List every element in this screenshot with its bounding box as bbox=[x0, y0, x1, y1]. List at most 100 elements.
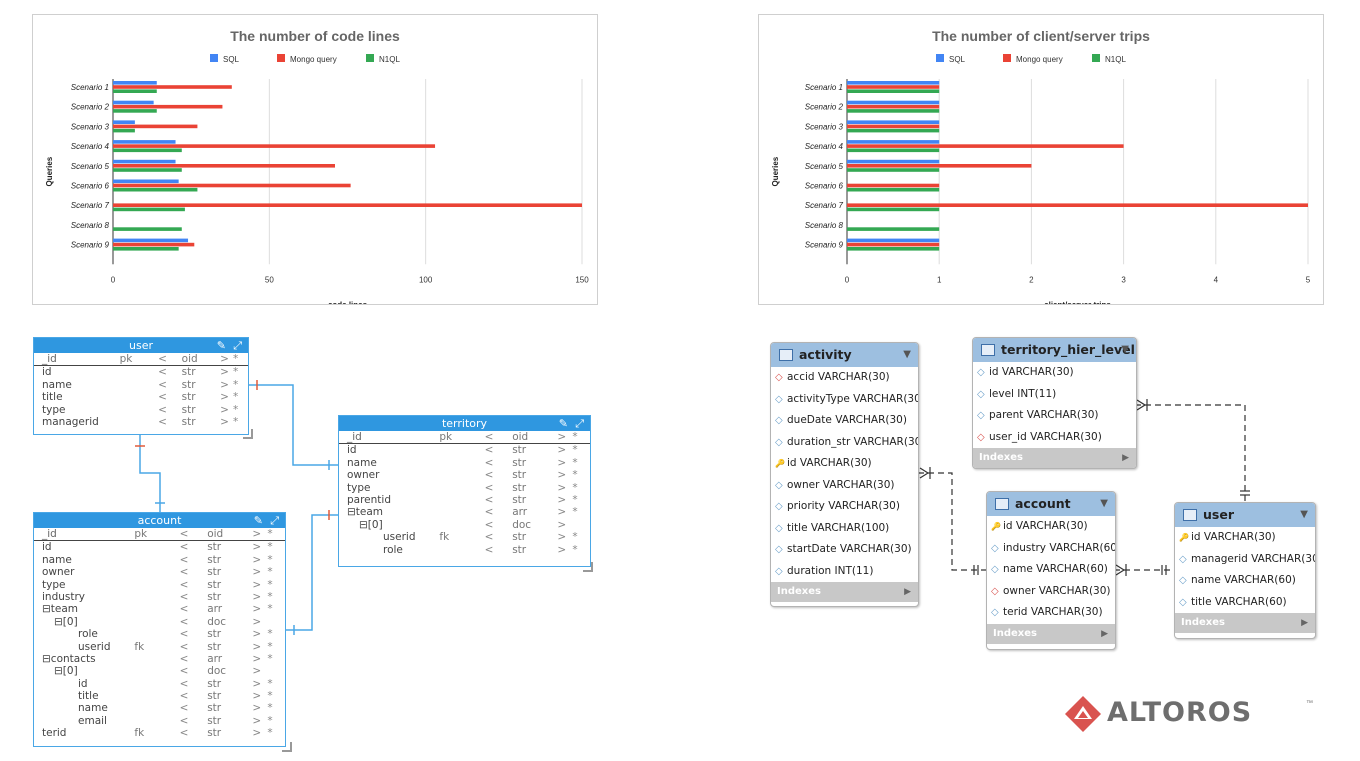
collection-field-row[interactable]: name < str > * bbox=[34, 554, 285, 566]
collection-field-row[interactable]: _id pk < oid > * bbox=[339, 431, 590, 445]
expand-indexes-icon[interactable]: ▶ bbox=[1101, 628, 1108, 639]
account-table[interactable]: account ▼ 🔑 id VARCHAR(30) ◇ industry VARCHAR… bbox=[986, 491, 1116, 650]
table-column-row[interactable]: ◇ industry VARCHAR(60) bbox=[987, 538, 1115, 560]
table-column-row[interactable]: ◇ priority VARCHAR(30) bbox=[771, 496, 918, 518]
collection-field-row[interactable]: industry < str > * bbox=[34, 591, 285, 603]
user-collection[interactable]: user ✎ ⤢ _id pk < oid > * id < str > * name < str > * ti… bbox=[33, 337, 249, 435]
field-name: _id bbox=[347, 431, 362, 443]
table-column-row[interactable]: ◇ owner VARCHAR(30) bbox=[987, 581, 1115, 603]
collection-field-row[interactable]: parentid < str > * bbox=[339, 494, 590, 506]
expand-icon[interactable]: ⤢ bbox=[233, 339, 242, 352]
collection-field-row[interactable]: id < str > * bbox=[34, 541, 285, 553]
edit-pencil-icon[interactable]: ✎ bbox=[558, 417, 568, 430]
resize-corner-icon[interactable] bbox=[243, 429, 253, 439]
table-column-row[interactable]: ◇ duration INT(11) bbox=[771, 561, 918, 583]
expand-indexes-icon[interactable]: ▶ bbox=[904, 587, 911, 597]
table-header[interactable]: activity ▼ bbox=[771, 343, 918, 367]
field-name: ⊟[0] bbox=[54, 665, 78, 678]
collection-field-row[interactable]: id < str > * bbox=[34, 678, 285, 690]
table-column-row[interactable]: ◇ title VARCHAR(100) bbox=[771, 518, 918, 540]
table-header[interactable]: account ▼ bbox=[987, 492, 1115, 516]
user-table[interactable]: user ▼ 🔑 id VARCHAR(30) ◇ managerid VARCHAR(3… bbox=[1174, 502, 1316, 639]
territory-collection-title: territory bbox=[441, 417, 488, 430]
collection-field-row[interactable]: userid fk < str > * bbox=[339, 531, 590, 543]
bar-sql bbox=[113, 238, 189, 243]
collection-field-row[interactable]: owner < str > * bbox=[34, 566, 285, 578]
collection-field-row[interactable]: role < str > * bbox=[34, 628, 285, 640]
territory-collection[interactable]: territory ✎ ⤢ _id pk < oid > * id < str > * name < st… bbox=[338, 415, 591, 567]
collection-field-row[interactable]: type < str > * bbox=[339, 482, 590, 494]
table-column-row[interactable]: 🔑 id VARCHAR(30) bbox=[987, 516, 1115, 538]
collection-field-row[interactable]: _id pk < oid > * bbox=[34, 528, 285, 542]
bar-sql bbox=[847, 140, 940, 144]
field-gt: > bbox=[252, 603, 262, 616]
activity-table[interactable]: activity ▼ ◇ accid VARCHAR(30) ◇ activityType… bbox=[770, 342, 919, 607]
collection-field-row[interactable]: userid fk < str > * bbox=[34, 641, 285, 653]
indexes-section[interactable]: Indexes ▶ bbox=[987, 623, 1115, 644]
legend-label: SQL bbox=[949, 55, 966, 64]
table-column-row[interactable]: ◇ duration_str VARCHAR(30) bbox=[771, 432, 918, 454]
collection-field-row[interactable]: ⊟[0] < doc > bbox=[34, 616, 285, 628]
table-header[interactable]: territory_hier_level ▼ bbox=[973, 338, 1136, 362]
expand-icon[interactable]: ⤢ bbox=[575, 417, 584, 430]
collapse-arrow-icon[interactable]: ▼ bbox=[903, 349, 911, 360]
table-header[interactable]: user ▼ bbox=[1175, 503, 1315, 527]
expand-icon[interactable]: ⤢ bbox=[270, 514, 279, 527]
collection-field-row[interactable]: name < str > * bbox=[339, 457, 590, 469]
collection-field-row[interactable]: name < str > * bbox=[34, 379, 248, 391]
table-column-row[interactable]: ◇ startDate VARCHAR(30) bbox=[771, 539, 918, 561]
table-column-row[interactable]: ◇ terid VARCHAR(30) bbox=[987, 602, 1115, 624]
table-column-row[interactable]: ◇ accid VARCHAR(30) bbox=[771, 367, 918, 389]
collection-field-row[interactable]: managerid < str > * bbox=[34, 416, 248, 428]
field-name: name bbox=[78, 702, 108, 715]
table-column-row[interactable]: 🔑 id VARCHAR(30) bbox=[771, 453, 918, 475]
table-column-row[interactable]: ◇ owner VARCHAR(30) bbox=[771, 475, 918, 497]
table-column-row[interactable]: ◇ activityType VARCHAR(30) bbox=[771, 389, 918, 411]
collection-field-row[interactable]: type < str > * bbox=[34, 404, 248, 416]
primary-key-icon: 🔑 bbox=[991, 522, 1001, 531]
indexes-section[interactable]: Indexes ▶ bbox=[1175, 613, 1315, 633]
resize-corner-icon[interactable] bbox=[583, 562, 593, 572]
table-column-row[interactable]: ◇ user_id VARCHAR(30) bbox=[973, 427, 1136, 449]
collection-field-row[interactable]: ⊟[0] < doc > bbox=[339, 519, 590, 531]
legend-swatch bbox=[1092, 54, 1100, 62]
table-column-row[interactable]: 🔑 id VARCHAR(30) bbox=[1175, 527, 1315, 549]
table-column-row[interactable]: ◇ level INT(11) bbox=[973, 384, 1136, 406]
collapse-arrow-icon[interactable]: ▼ bbox=[1121, 344, 1129, 355]
collection-field-row[interactable]: ⊟team < arr > * bbox=[339, 506, 590, 518]
table-column-row[interactable]: ◇ title VARCHAR(60) bbox=[1175, 592, 1315, 614]
table-column-row[interactable]: ◇ name VARCHAR(60) bbox=[987, 559, 1115, 581]
expand-indexes-icon[interactable]: ▶ bbox=[1122, 453, 1129, 463]
collapse-arrow-icon[interactable]: ▼ bbox=[1100, 498, 1108, 509]
table-column-row[interactable]: ◇ parent VARCHAR(30) bbox=[973, 405, 1136, 427]
collection-field-row[interactable]: role < str > * bbox=[339, 544, 590, 556]
collection-field-row[interactable]: email < str > * bbox=[34, 715, 285, 727]
edit-pencil-icon[interactable]: ✎ bbox=[253, 514, 263, 527]
collection-field-row[interactable]: id < str > * bbox=[34, 366, 248, 378]
collection-field-row[interactable]: type < str > * bbox=[34, 579, 285, 591]
collection-field-row[interactable]: title < str > * bbox=[34, 391, 248, 403]
collection-field-row[interactable]: title < str > * bbox=[34, 690, 285, 702]
collection-field-row[interactable]: _id pk < oid > * bbox=[34, 353, 248, 367]
indexes-section[interactable]: Indexes ▶ bbox=[771, 582, 918, 602]
indexes-section[interactable]: Indexes ▶ bbox=[973, 448, 1136, 468]
collection-field-row[interactable]: name < str > * bbox=[34, 702, 285, 714]
collection-field-row[interactable]: terid fk < str > * bbox=[34, 727, 285, 739]
column-icon: ◇ bbox=[977, 410, 985, 421]
collection-field-row[interactable]: ⊟team < arr > * bbox=[34, 603, 285, 615]
collection-field-row[interactable]: ⊟contacts < arr > * bbox=[34, 653, 285, 665]
edit-pencil-icon[interactable]: ✎ bbox=[216, 339, 226, 352]
territory-hier-level-table[interactable]: territory_hier_level ▼ ◇ id VARCHAR(30) ◇ lev… bbox=[972, 337, 1137, 469]
collection-field-row[interactable]: id < str > * bbox=[339, 444, 590, 456]
bar-sql bbox=[847, 238, 940, 243]
expand-indexes-icon[interactable]: ▶ bbox=[1301, 618, 1308, 628]
collapse-arrow-icon[interactable]: ▼ bbox=[1300, 509, 1308, 520]
resize-corner-icon[interactable] bbox=[282, 742, 292, 752]
collection-field-row[interactable]: owner < str > * bbox=[339, 469, 590, 481]
table-column-row[interactable]: ◇ name VARCHAR(60) bbox=[1175, 570, 1315, 592]
account-collection[interactable]: account ✎ ⤢ _id pk < oid > * id < str > * name < str >… bbox=[33, 512, 286, 747]
table-column-row[interactable]: ◇ dueDate VARCHAR(30) bbox=[771, 410, 918, 432]
table-column-row[interactable]: ◇ managerid VARCHAR(30) bbox=[1175, 549, 1315, 571]
collection-field-row[interactable]: ⊟[0] < doc > bbox=[34, 665, 285, 677]
table-column-row[interactable]: ◇ id VARCHAR(30) bbox=[973, 362, 1136, 384]
